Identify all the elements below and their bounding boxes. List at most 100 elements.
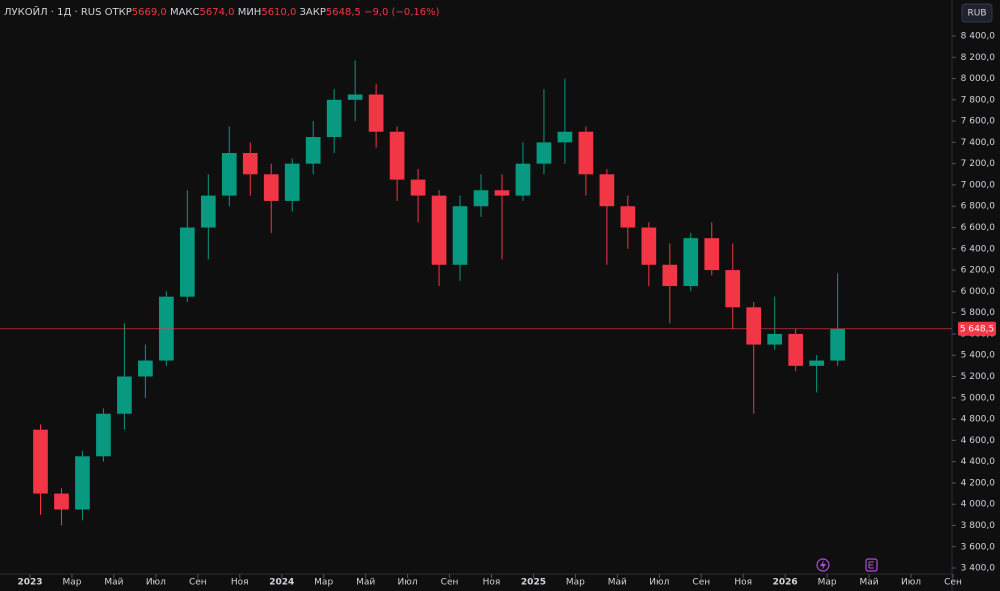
x-tick-label: Ноя	[734, 578, 752, 588]
y-tick-label: 4 400,0	[961, 457, 996, 467]
candle-body	[431, 195, 447, 265]
y-tick-label: 7 400,0	[961, 138, 996, 148]
candle-body	[473, 190, 489, 207]
y-tick-label: 5 800,0	[961, 308, 996, 318]
candle-body	[515, 163, 531, 196]
ohlc-label: ОТКР	[105, 7, 132, 18]
candle-body	[557, 131, 573, 143]
x-tick-label: Май	[860, 578, 879, 588]
candle-body	[683, 238, 699, 287]
x-tick-label: Ноя	[231, 578, 249, 588]
candle-body	[200, 195, 216, 228]
y-tick-label: 7 200,0	[961, 159, 996, 169]
x-tick-label: Сен	[441, 578, 459, 588]
header: ЛУКОЙЛ · 1Д · RUS ОТКР5669,0 МАКС5674,0 …	[4, 5, 440, 18]
candle-body	[599, 174, 615, 207]
change: −9,0 (−0,16%)	[364, 7, 440, 18]
candle-body	[221, 153, 237, 196]
y-tick-label: 4 800,0	[961, 415, 996, 425]
candle-body	[284, 163, 300, 201]
x-tick-label: Мар	[314, 578, 333, 588]
y-tick-label: 4 600,0	[961, 436, 996, 446]
x-tick-label: Июл	[649, 578, 669, 588]
ohlc-label: МАКС	[170, 7, 200, 18]
dividend-icon[interactable]	[816, 558, 830, 572]
x-tick-label: Сен	[189, 578, 207, 588]
candle-body	[389, 131, 405, 180]
candle-body	[347, 94, 363, 100]
last-price-tag	[958, 321, 996, 336]
candle-body	[54, 493, 69, 510]
y-tick-label: 3 400,0	[961, 564, 996, 574]
dividend-icon-glyph	[820, 560, 826, 570]
candle-body	[75, 456, 90, 510]
y-tick-label: 6 000,0	[961, 287, 996, 297]
currency: RUB	[967, 9, 986, 19]
candle-body	[96, 413, 111, 457]
ohlc-value: 5610,0	[261, 7, 296, 18]
candle-body	[704, 238, 720, 271]
x-tick-label: Май	[104, 578, 123, 588]
x-tick-label: Июл	[901, 578, 921, 588]
candle-body	[179, 227, 195, 297]
chart-title: ЛУКОЙЛ · 1Д · RUS	[4, 5, 101, 18]
x-tick-label: 2023	[17, 578, 42, 588]
candle-body	[746, 307, 762, 345]
y-tick-label: 4 200,0	[961, 478, 996, 488]
candle-body	[368, 94, 384, 132]
ohlc-label: МИН	[238, 7, 262, 18]
x-tick-label: 2026	[773, 578, 798, 588]
y-tick-label: 5 400,0	[961, 351, 996, 361]
ohlc-value: 5648,5	[326, 7, 361, 18]
candle-body	[641, 227, 657, 265]
candle-body	[767, 333, 783, 345]
x-tick-label: Ноя	[483, 578, 501, 588]
y-tick-label: 7 000,0	[961, 180, 996, 190]
candle-body	[536, 142, 552, 164]
x-tick-label: Сен	[692, 578, 710, 588]
candle-body	[138, 360, 153, 377]
y-tick-label: 5 200,0	[961, 372, 996, 382]
candle-body	[410, 179, 426, 196]
y-tick-label: 5 000,0	[961, 393, 996, 403]
header-text: ЛУКОЙЛ · 1Д · RUS ОТКР5669,0 МАКС5674,0 …	[4, 5, 440, 18]
x-tick-label: Июл	[398, 578, 418, 588]
candle-body	[578, 131, 594, 175]
candle-body	[830, 328, 845, 361]
y-tick-label: 6 800,0	[961, 202, 996, 212]
y-tick-label: 6 200,0	[961, 266, 996, 276]
candle-body	[263, 174, 279, 201]
earnings-icon[interactable]	[865, 558, 878, 572]
currency-button[interactable]	[961, 3, 993, 23]
x-tick-label: Мар	[62, 578, 81, 588]
event-icons	[816, 558, 878, 572]
x-tick-label: Май	[608, 578, 627, 588]
y-tick-label: 8 000,0	[961, 74, 996, 84]
x-tick-label: 2024	[269, 578, 294, 588]
x-tick-label: 2025	[521, 578, 546, 588]
x-tick-label: Мар	[818, 578, 837, 588]
candle-body	[809, 360, 824, 366]
candle-body	[33, 429, 48, 494]
y-tick-label: 7 800,0	[961, 95, 996, 105]
candle-body	[452, 206, 468, 265]
y-tick-label: 3 600,0	[961, 542, 996, 552]
y-tick-label: 8 400,0	[961, 31, 996, 41]
candle-body	[242, 153, 258, 175]
x-tick-label: Сен	[944, 578, 962, 588]
y-tick-label: 4 000,0	[961, 500, 996, 510]
ohlc-value: 5674,0	[200, 7, 235, 18]
candle-body	[662, 264, 678, 287]
candle-body	[620, 206, 636, 228]
candle-body	[305, 137, 321, 164]
candle-body	[788, 333, 804, 366]
x-tick-label: Май	[356, 578, 375, 588]
candle-body	[494, 190, 510, 196]
y-tick-label: 7 600,0	[961, 117, 996, 127]
y-tick-label: 8 200,0	[961, 53, 996, 63]
x-tick-label: Июл	[146, 578, 166, 588]
y-tick-label: 6 600,0	[961, 223, 996, 233]
